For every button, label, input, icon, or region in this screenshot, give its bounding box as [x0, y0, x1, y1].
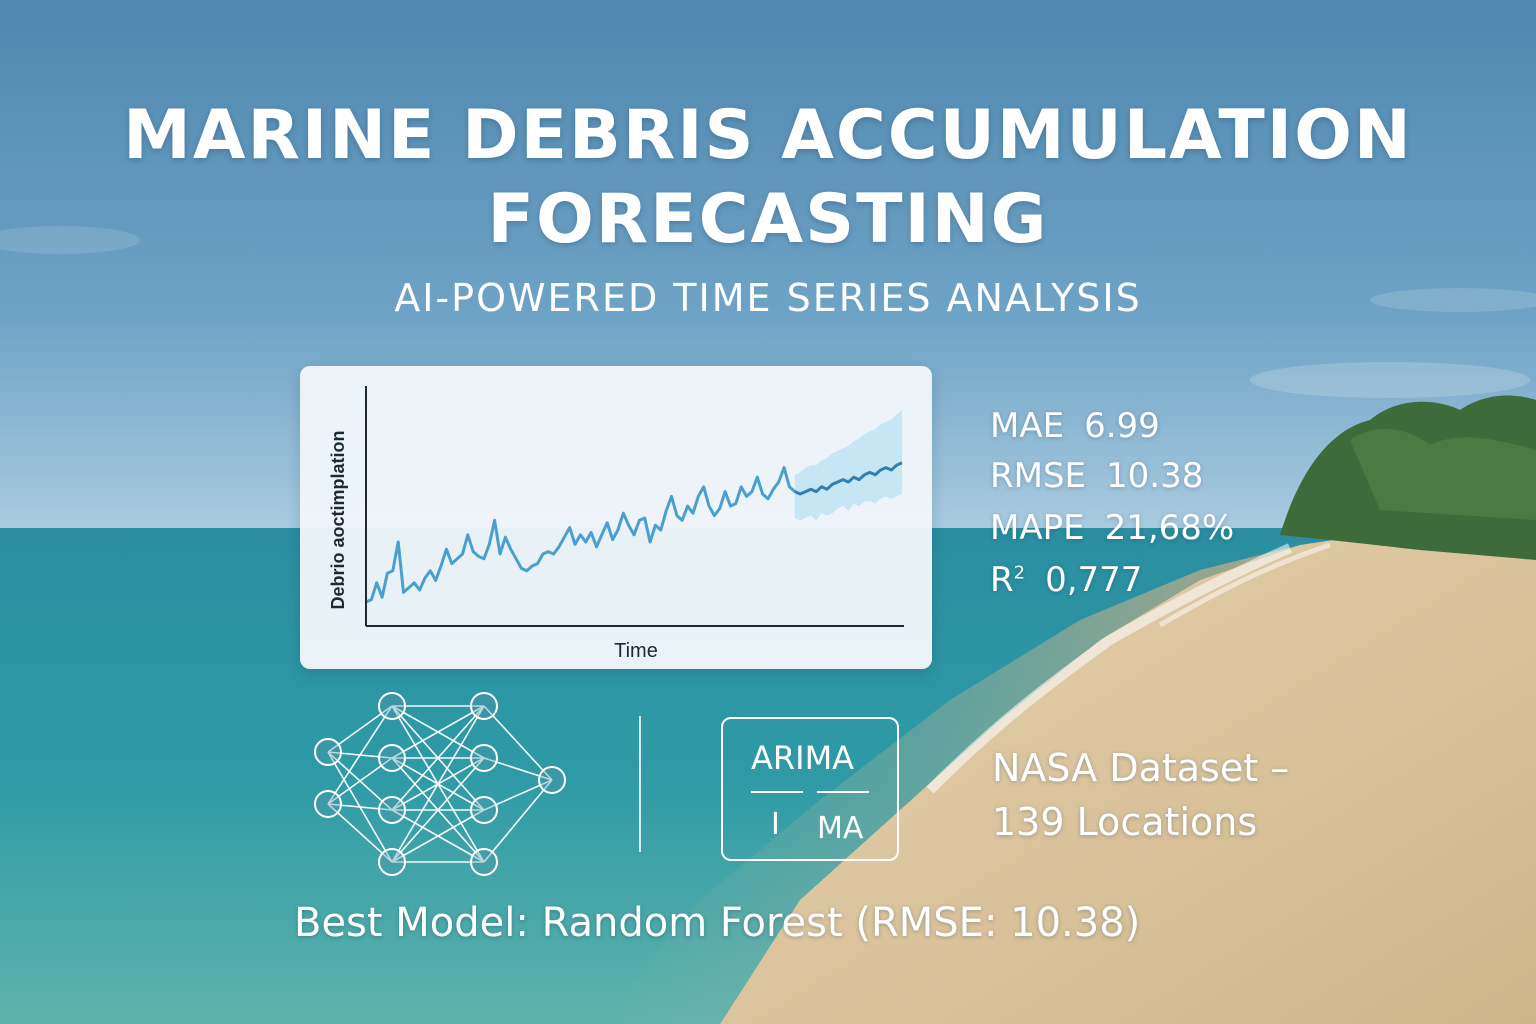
forecast-line-chart: Time Debrio aoctimplation — [328, 386, 904, 662]
metric-value: 10.38 — [1106, 456, 1204, 496]
metric-mape: MAPE 21,68% — [990, 508, 1234, 548]
beach-sand — [720, 520, 1536, 1024]
neural-network-icon — [314, 692, 566, 876]
arima-i-label: I — [771, 807, 780, 842]
page-title-line-1: MARINE DEBRIS ACCUMULATION — [123, 96, 1413, 175]
y-axis-label: Debrio aoctimplation — [328, 430, 348, 609]
arima-rule-left — [751, 791, 803, 793]
metric-mae: MAE 6.99 — [990, 406, 1160, 446]
metric-label: R — [990, 560, 1014, 600]
historical-series-line — [365, 466, 796, 604]
forecast-series-line — [794, 461, 903, 496]
wet-sand — [600, 545, 1300, 1024]
metric-label: MAE — [990, 406, 1065, 446]
metric-value: 6.99 — [1084, 406, 1160, 446]
metric-label: MAPE — [990, 508, 1085, 548]
forecast-confidence-band — [794, 410, 902, 521]
metric-value: 0,777 — [1045, 560, 1143, 600]
arima-rule-right — [817, 791, 869, 793]
best-model-caption: Best Model: Random Forest (RMSE: 10.38) — [294, 900, 1141, 946]
metric-r2: R2 0,777 — [990, 560, 1142, 600]
divider — [639, 716, 641, 852]
metric-superscript: 2 — [1013, 562, 1026, 584]
arima-label: ARIMA — [751, 739, 855, 777]
dataset-line-2: 139 Locations — [992, 800, 1258, 844]
page-subtitle: AI-POWERED TIME SERIES ANALYSIS — [394, 276, 1142, 320]
x-axis-label: Time — [614, 640, 658, 662]
page-title-line-2: FORECASTING — [487, 180, 1049, 259]
forecast-chart-panel: Time Debrio aoctimplation — [300, 366, 932, 669]
dataset-line-1: NASA Dataset – — [992, 746, 1290, 790]
arima-ma-label: MA — [817, 811, 864, 846]
metric-rmse: RMSE 10.38 — [990, 456, 1203, 496]
arima-icon: ARIMA I MA — [721, 717, 899, 861]
metric-value: 21,68% — [1104, 508, 1235, 548]
metric-label: RMSE — [990, 456, 1087, 496]
